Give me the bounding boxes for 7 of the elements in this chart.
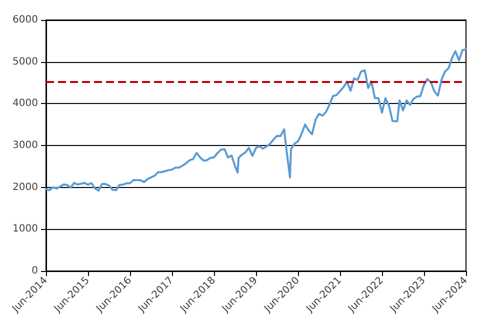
y-tick-label: 0: [32, 266, 38, 276]
y-tick-label: 1000: [12, 224, 38, 235]
y-tick-label: 3000: [12, 140, 38, 151]
y-tick-label: 6000: [12, 14, 38, 26]
y-tick-label: 2000: [12, 182, 38, 193]
y-tick-label: 5000: [12, 56, 38, 68]
y-tick-label: 4000: [12, 98, 38, 110]
